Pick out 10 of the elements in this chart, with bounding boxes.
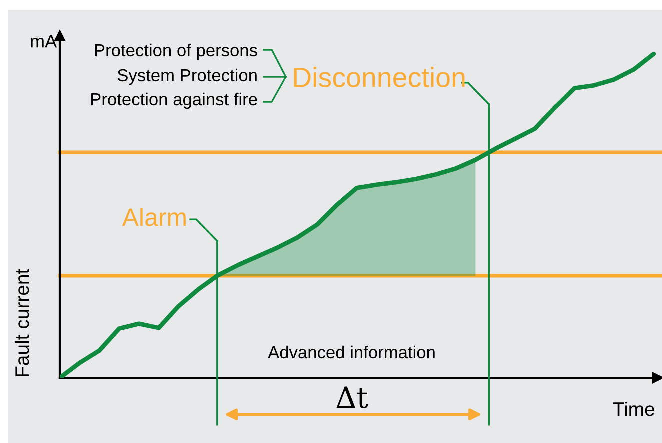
- text: mA: [31, 35, 58, 48]
- ref-line-label: Alarm: [122, 208, 186, 226]
- annotation: Advanced information: [268, 346, 435, 359]
- annotation: System Protection: [118, 68, 257, 86]
- ref-line-label: Disconnection: [294, 67, 465, 88]
- annotation: Protection of persons: [95, 44, 258, 60]
- x-axis-title: Time: [613, 402, 654, 416]
- y-axis-title: Fault current: [14, 268, 30, 376]
- annotation: Protection against fire: [92, 92, 258, 110]
- text: Δt: [336, 386, 368, 408]
